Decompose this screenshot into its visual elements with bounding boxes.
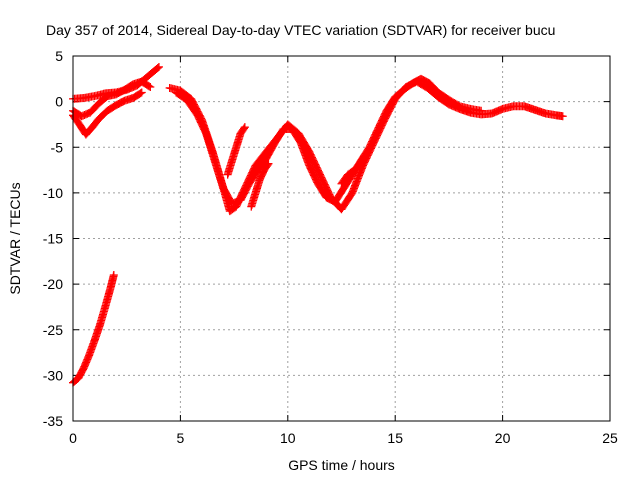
y-tick-label: -5: [51, 139, 64, 155]
plot-frame: [72, 55, 611, 422]
data-point: [137, 88, 146, 97]
data-point: [239, 124, 248, 133]
y-tick-label: -15: [43, 231, 63, 247]
series-arc-spur-8h: [247, 159, 273, 211]
x-tick-label: 25: [602, 430, 618, 446]
series-arc-spur-12h: [337, 159, 365, 188]
series-arc-spur-7h: [223, 123, 249, 179]
grid: [73, 56, 610, 421]
y-tick-label: -20: [43, 276, 63, 292]
x-tick-label: 0: [69, 430, 77, 446]
data-point: [154, 62, 163, 71]
y-tick-label: -35: [43, 413, 63, 429]
data-point: [263, 160, 272, 169]
series-arc-morning-2: [69, 77, 155, 121]
axis-ticks: 0 5 10 15 20 25 -35 -30 -25 -20 -15 -10 -5 0 5: [43, 48, 618, 446]
y-tick-label: 5: [55, 48, 63, 64]
y-tick-label: -10: [43, 185, 63, 201]
data-point: [145, 82, 154, 91]
x-tick-label: 10: [280, 430, 296, 446]
x-tick-label: 5: [177, 430, 185, 446]
x-tick-label: 15: [387, 430, 403, 446]
data-point: [136, 89, 145, 98]
data-points: [69, 62, 567, 387]
data-point: [146, 83, 155, 92]
y-axis-label: SDTVAR / TECUs: [7, 182, 23, 294]
data-point: [240, 123, 249, 132]
x-axis-label: GPS time / hours: [288, 457, 395, 473]
data-point: [356, 159, 365, 168]
chart-title: Day 357 of 2014, Sidereal Day-to-day VTE…: [46, 22, 555, 38]
series-arc-morning-3: [69, 88, 146, 139]
y-tick-label: -25: [43, 322, 63, 338]
data-point: [153, 63, 162, 72]
y-tick-label: 0: [55, 94, 63, 110]
y-tick-label: -30: [43, 367, 63, 383]
series-arc-early-steep: [69, 271, 118, 387]
x-tick-label: 20: [495, 430, 511, 446]
data-point: [109, 271, 118, 279]
series-arc-main-b: [172, 74, 486, 208]
data-point: [264, 159, 273, 168]
data-point: [558, 112, 567, 121]
data-point: [355, 160, 364, 169]
data-point: [477, 106, 486, 115]
